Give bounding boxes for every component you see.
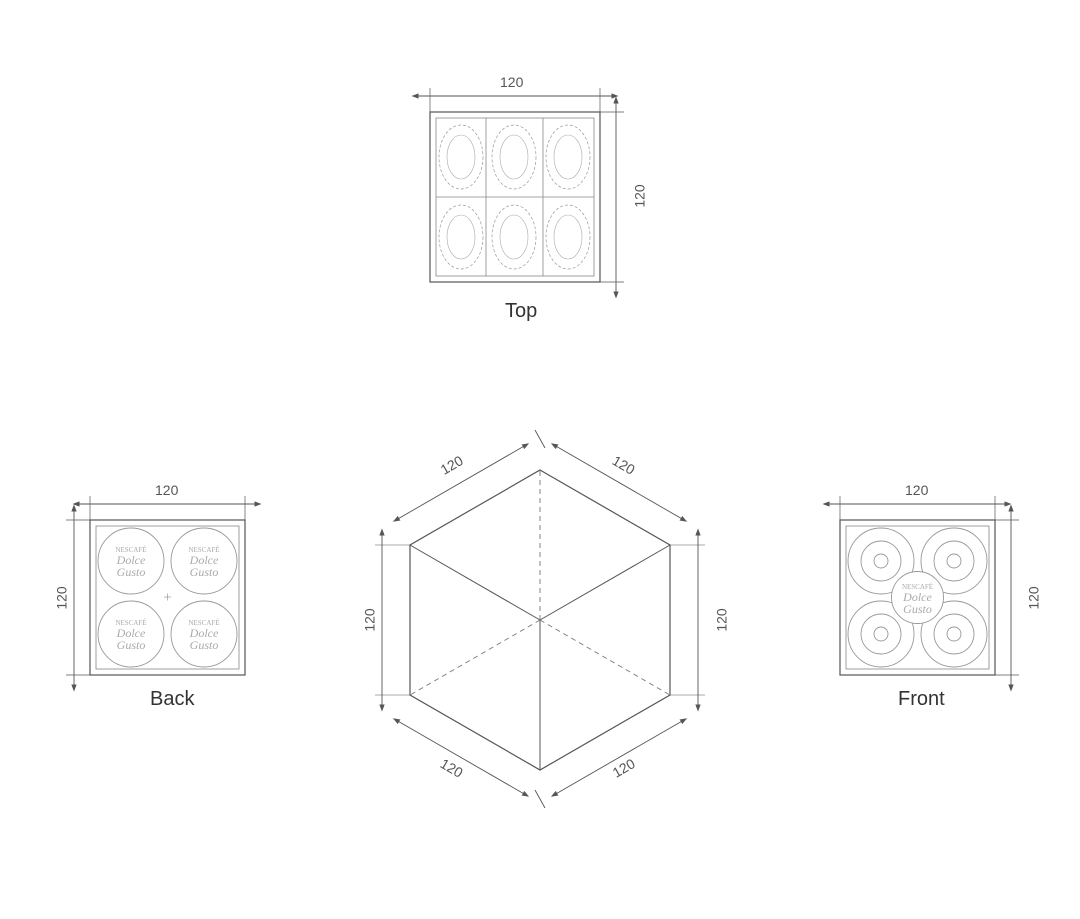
dim-iso-r: 120 [714, 608, 730, 631]
dim-top-width: 120 [500, 74, 523, 90]
front-view: NESCAFÉ Dolce Gusto [826, 496, 1019, 688]
dim-front-height: 120 [1026, 586, 1042, 609]
label-front: Front [898, 688, 945, 711]
brand-back-4: NESCAFÉ Dolce Gusto [188, 619, 219, 652]
dim-front-width: 120 [905, 482, 928, 498]
drawing-canvas: NESCAFÉ Dolce Gusto NESCAFÉ Dolce Gusto … [0, 0, 1080, 914]
label-back: Back [150, 688, 194, 711]
label-top: Top [505, 300, 537, 323]
brand-back-3: NESCAFÉ Dolce Gusto [115, 619, 146, 652]
drawing-svg: NESCAFÉ Dolce Gusto NESCAFÉ Dolce Gusto … [0, 0, 1080, 914]
dim-back-height: 120 [54, 586, 70, 609]
svg-text:Gusto: Gusto [190, 638, 219, 652]
brand-back-2: NESCAFÉ Dolce Gusto [188, 546, 219, 579]
svg-text:Gusto: Gusto [117, 565, 146, 579]
svg-text:Gusto: Gusto [190, 565, 219, 579]
top-view [415, 88, 624, 295]
iso-view [375, 430, 705, 808]
brand-back-1: NESCAFÉ Dolce Gusto [115, 546, 146, 579]
svg-text:Gusto: Gusto [117, 638, 146, 652]
back-view: NESCAFÉ Dolce Gusto NESCAFÉ Dolce Gusto … [66, 496, 258, 688]
dim-iso-l: 120 [362, 608, 378, 631]
svg-text:Gusto: Gusto [903, 602, 932, 616]
dim-top-height: 120 [632, 184, 648, 207]
dim-back-width: 120 [155, 482, 178, 498]
brand-front-center: NESCAFÉ Dolce Gusto [902, 583, 933, 616]
